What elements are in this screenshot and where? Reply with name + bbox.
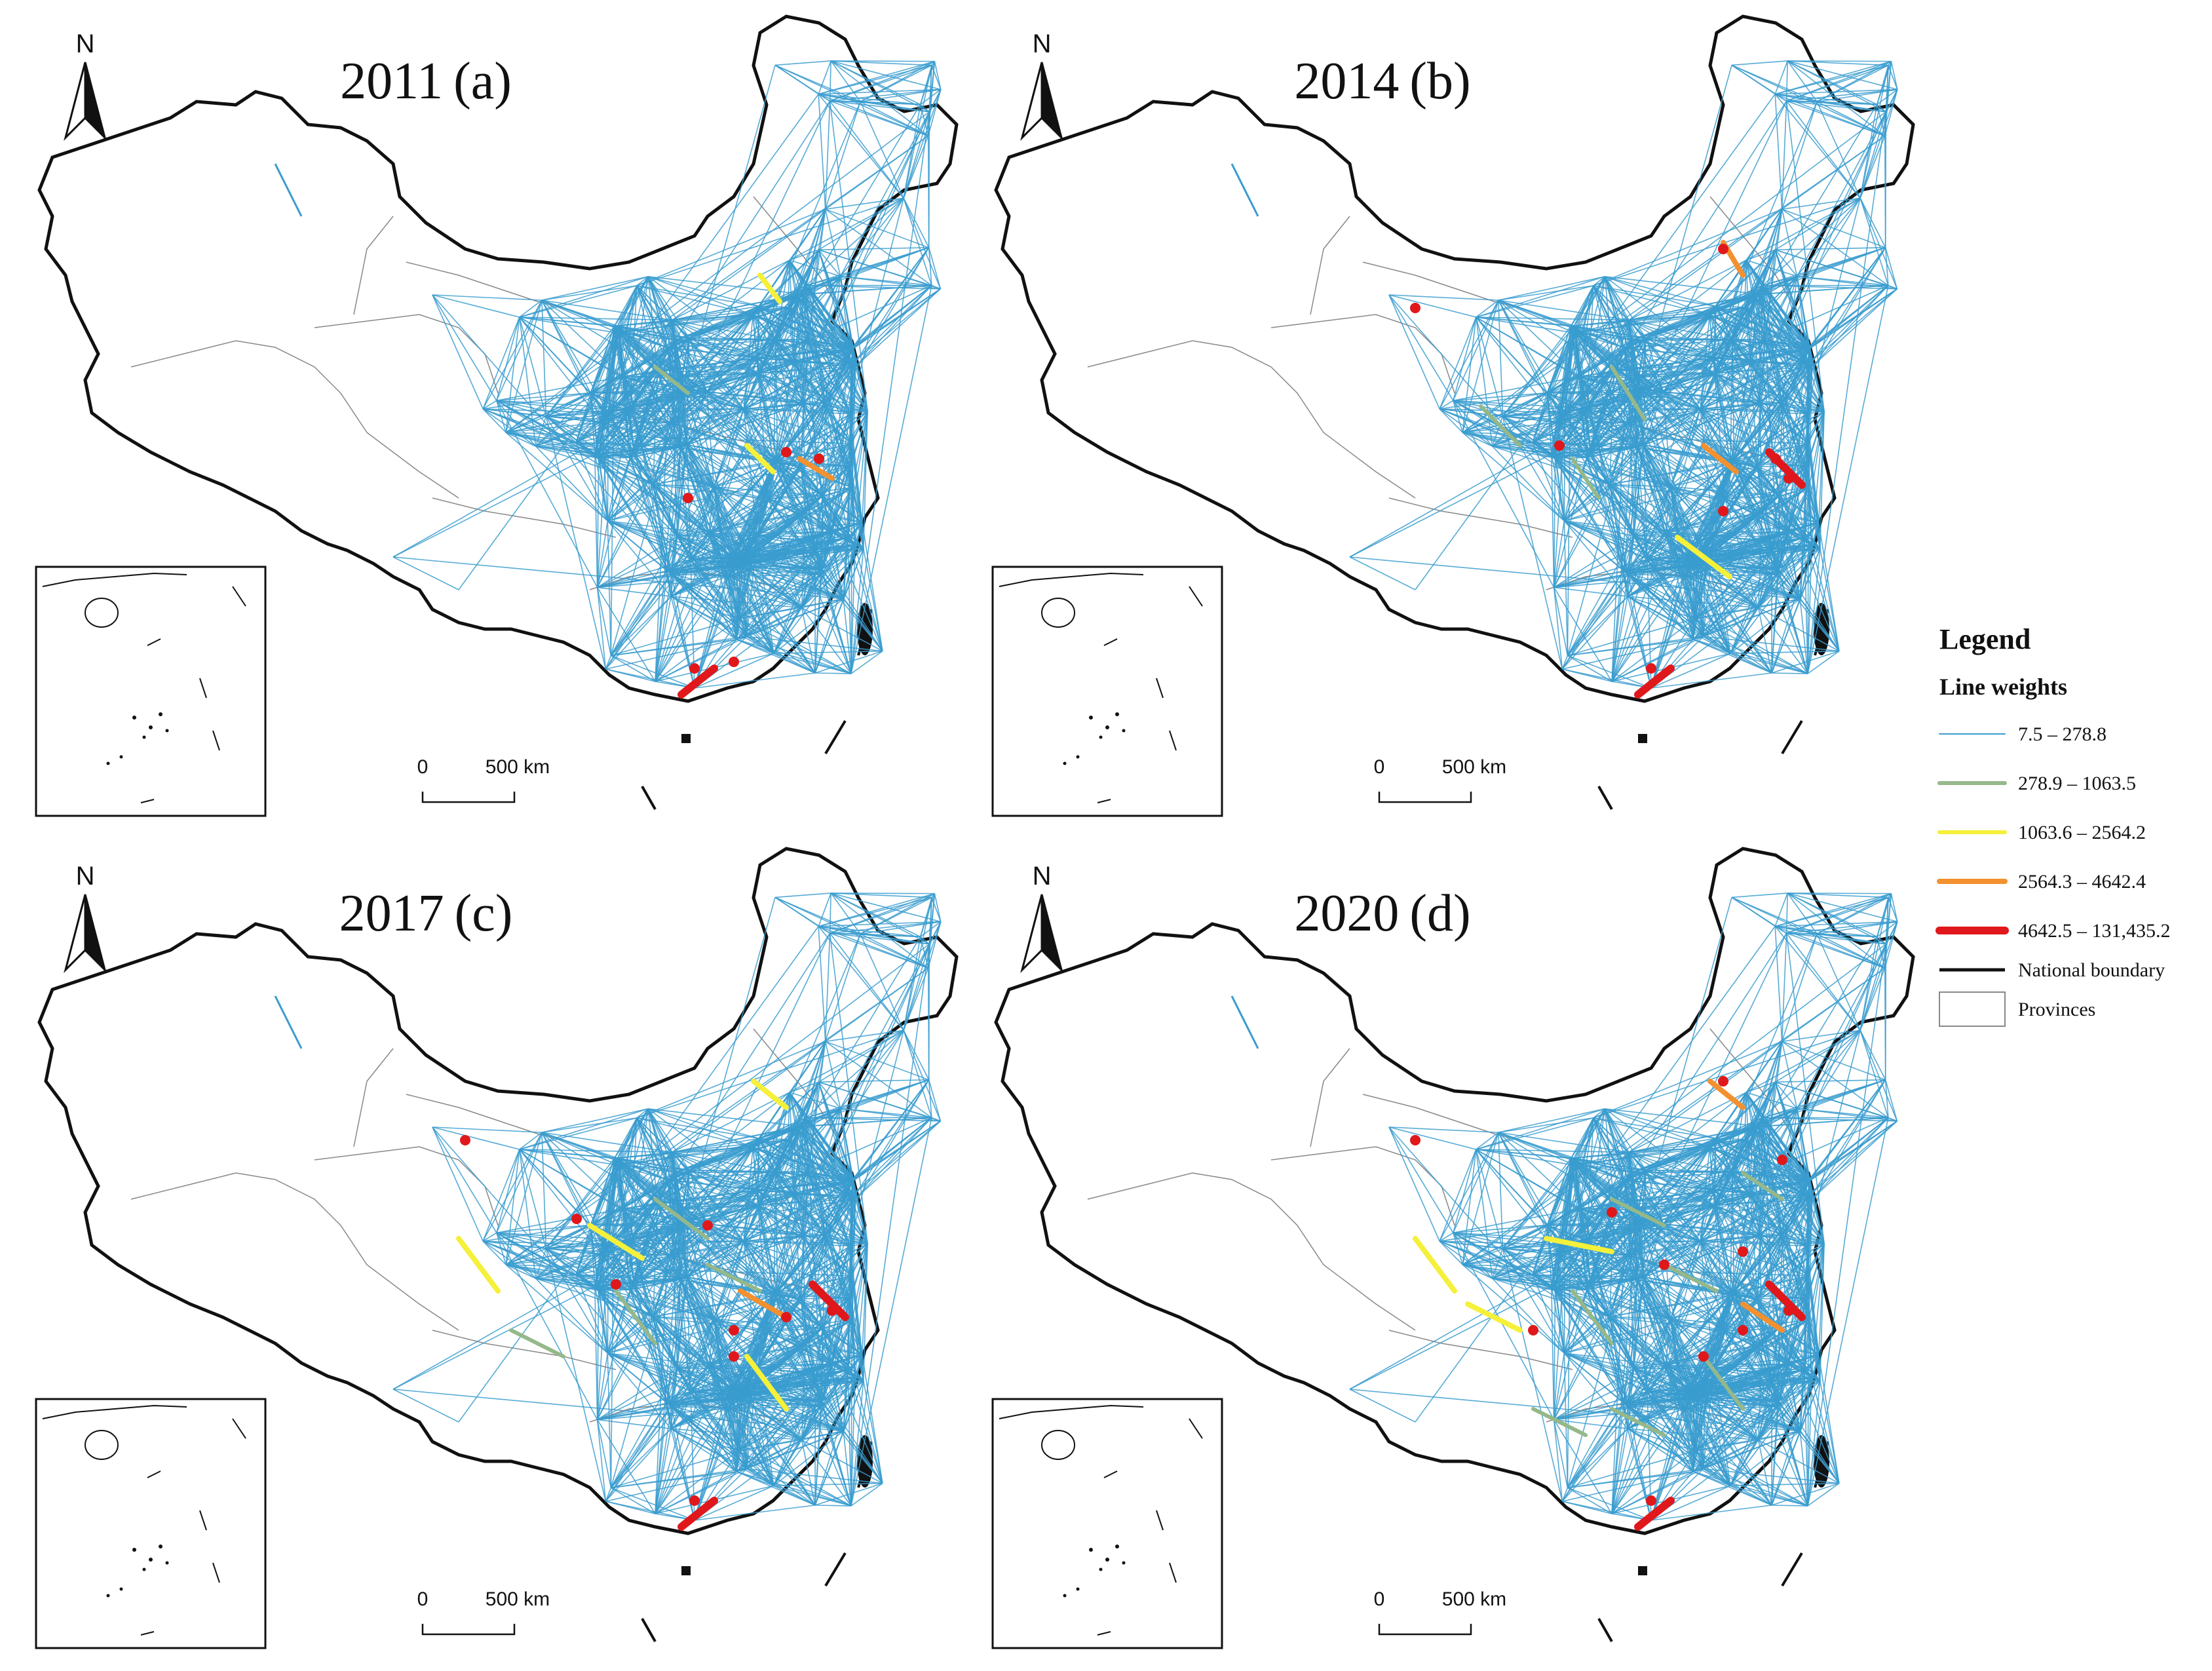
network-lines (1349, 60, 1898, 689)
hotspot-node (571, 1214, 582, 1224)
weighted-lines (653, 273, 835, 699)
panel-title: 2020 (d) (1294, 885, 1470, 942)
hotspot-node (1554, 440, 1565, 451)
network-lines (1349, 893, 1898, 1521)
scale-zero: 0 (417, 756, 429, 778)
legend-subtitle: Line weights (1939, 674, 2067, 700)
hotspot-node (1528, 1325, 1538, 1335)
hotspot-node (1646, 663, 1656, 674)
panel-title: 2011 (a) (340, 52, 512, 110)
hotspot-node (781, 1312, 791, 1322)
hotspot-node (1718, 1076, 1728, 1086)
hotspot-node (1770, 453, 1781, 464)
legend-class-label: 4642.5 – 131,435.2 (2018, 920, 2171, 942)
panel-title: 2014 (b) (1294, 52, 1470, 110)
scale-bar: 0 500 km (1374, 1588, 1506, 1636)
hotspot-node (689, 663, 700, 674)
north-label: N (1033, 29, 1052, 58)
hotspot-node (1410, 303, 1421, 313)
inset-map (35, 1398, 267, 1649)
hotspot-node (1738, 1246, 1748, 1257)
scale-distance: 500 km (486, 1588, 550, 1610)
north-arrow: N (64, 862, 107, 973)
provinces-swatch (1939, 991, 2006, 1027)
north-label: N (1033, 862, 1052, 891)
hotspot-node (1718, 244, 1728, 254)
north-label: N (76, 29, 95, 58)
north-label: N (76, 862, 95, 891)
legend-class-label: 278.9 – 1063.5 (2018, 773, 2136, 794)
legend: Legend Line weights 7.5 – 278.8 278.9 – 1… (1936, 623, 2171, 1027)
legend-classes: 7.5 – 278.8 278.9 – 1063.5 1063.6 – 2564.2… (1936, 723, 2171, 942)
scale-bar: 0 500 km (417, 1588, 550, 1636)
legend-class-label: 1063.6 – 2564.2 (2018, 822, 2146, 843)
legend-title: Legend (1939, 623, 2031, 655)
scale-zero: 0 (1374, 1588, 1385, 1610)
map-panel-1: 2014 (b) N 0 500 km (991, 16, 1913, 817)
scale-bar: 0 500 km (1374, 756, 1506, 803)
legend-provinces-label: Provinces (2018, 999, 2095, 1020)
hotspot-node (1738, 1325, 1748, 1335)
scale-zero: 0 (417, 1588, 429, 1610)
inset-map (35, 566, 267, 817)
hotspot-node (460, 1135, 470, 1145)
legend-national-boundary: National boundary (1939, 959, 2165, 981)
legend-class-label: 7.5 – 278.8 (2018, 723, 2107, 745)
hotspot-node (1410, 1135, 1421, 1145)
weighted-lines (1410, 1076, 1806, 1531)
network-lines (392, 60, 942, 689)
hotspot-node (611, 1279, 621, 1290)
scale-distance: 500 km (1442, 756, 1506, 778)
legend-class-label: 2564.3 – 4642.4 (2018, 871, 2146, 893)
hotspot-node (683, 493, 693, 503)
hotspot-node (1718, 506, 1728, 516)
scale-distance: 500 km (1442, 1588, 1506, 1610)
inset-map (991, 1398, 1223, 1649)
hotspot-node (729, 1351, 739, 1362)
scale-bar: 0 500 km (417, 756, 550, 803)
hotspot-node (1646, 1495, 1656, 1506)
legend-class-3: 2564.3 – 4642.4 (1937, 871, 2146, 893)
legend-class-1: 278.9 – 1063.5 (1937, 773, 2136, 794)
hotspot-node (729, 1325, 739, 1335)
legend-class-2: 1063.6 – 2564.2 (1937, 822, 2146, 843)
legend-provinces: Provinces (1939, 991, 2095, 1027)
map-panel-0: 2011 (a) N 0 500 km (35, 16, 957, 817)
inset-map (991, 566, 1223, 817)
hotspot-node (1659, 1259, 1669, 1270)
north-arrow: N (64, 29, 107, 141)
legend-class-0: 7.5 – 278.8 (1939, 723, 2107, 745)
scale-distance: 500 km (486, 756, 550, 778)
hotspot-node (1783, 473, 1794, 484)
panel-title: 2017 (c) (339, 885, 513, 942)
legend-boundary-label: National boundary (2018, 959, 2165, 981)
weighted-lines (1410, 240, 1806, 699)
hotspot-node (1698, 1351, 1709, 1362)
map-panel-2: 2017 (c) N 0 500 km (35, 849, 957, 1649)
hotspot-node (1607, 1207, 1617, 1218)
hotspot-node (729, 657, 739, 667)
scale-zero: 0 (1374, 756, 1385, 778)
hotspot-node (1777, 1155, 1787, 1165)
north-arrow: N (1020, 862, 1063, 973)
hotspot-node (814, 453, 824, 464)
hotspot-node (781, 447, 791, 457)
hotspot-node (827, 1305, 837, 1316)
legend-class-4: 4642.5 – 131,435.2 (1936, 920, 2171, 942)
weighted-lines (456, 1079, 849, 1531)
north-arrow: N (1020, 29, 1063, 141)
map-panel-3: 2020 (d) N 0 500 km (991, 849, 1913, 1649)
hotspot-node (702, 1220, 713, 1231)
hotspot-node (1783, 1305, 1794, 1316)
hotspot-node (689, 1495, 700, 1506)
